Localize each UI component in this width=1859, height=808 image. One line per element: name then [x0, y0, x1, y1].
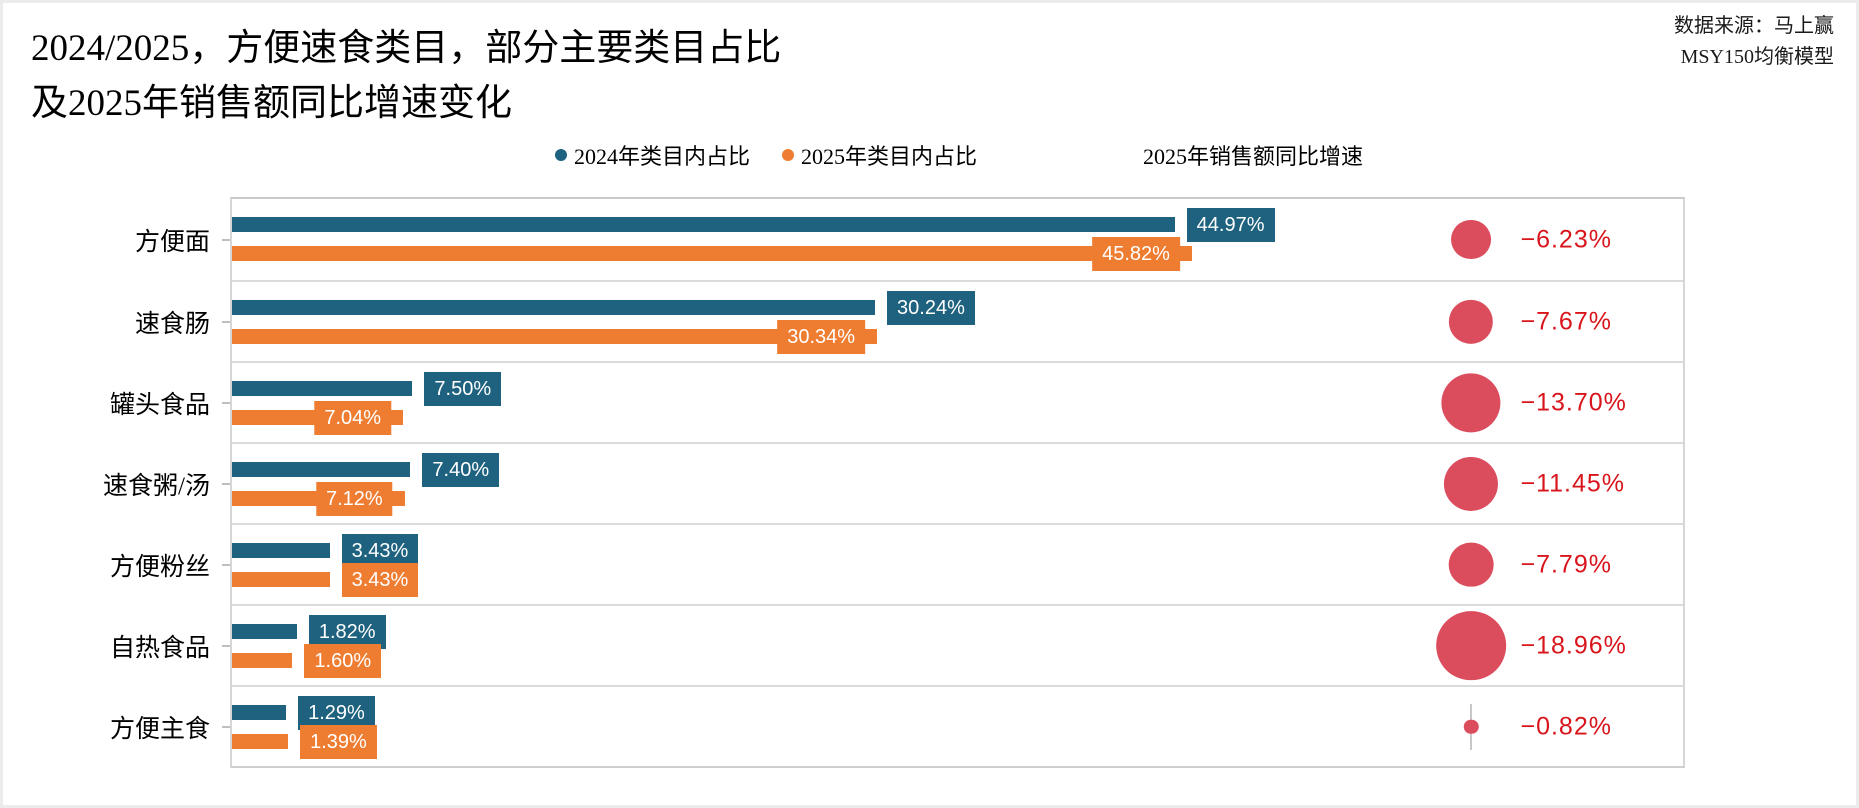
chart-title-line1: 2024/2025，方便速食类目，部分主要类目占比	[31, 28, 782, 69]
bar-value-label-2025: 7.12%	[315, 482, 393, 516]
bar-2025	[232, 246, 1192, 261]
chart-row: 速食肠 30.24% 30.34% −7.67%	[135, 280, 1683, 361]
chart-row: 方便粉丝 3.43% 3.43% −7.79%	[110, 523, 1683, 604]
bar-value-label-2025: 3.43%	[341, 563, 419, 597]
bar-value-label-2025: 1.39%	[300, 725, 377, 759]
chart-row: 速食粥/汤 7.40% 7.12% −11.45%	[103, 442, 1683, 523]
growth-value-label: −11.45%	[1520, 469, 1626, 497]
bar-2024	[232, 543, 330, 558]
bar-2024	[232, 462, 411, 477]
growth-value-label: −7.79%	[1520, 550, 1612, 578]
category-label: 方便面	[134, 228, 210, 256]
growth-bubble	[1436, 610, 1506, 681]
growth-value-label: −6.23%	[1520, 225, 1612, 253]
bar-2025	[232, 734, 289, 749]
bar-value-label-2024: 7.50%	[424, 372, 502, 406]
category-label: 方便粉丝	[109, 553, 210, 581]
chart-row: 方便面 44.97% 45.82% −6.23%	[135, 199, 1683, 280]
axis-tick	[222, 401, 230, 404]
bar-value-label-2024: 1.82%	[308, 615, 386, 649]
growth-bubble	[1448, 542, 1494, 587]
bar-2024	[232, 624, 297, 639]
data-source-line1: 数据来源：马上赢	[1674, 15, 1834, 37]
chart-row: 方便主食 1.29% 1.39% −0.82%	[110, 685, 1683, 766]
bar-value-label-2024: 7.40%	[422, 453, 500, 487]
growth-bubble	[1441, 372, 1501, 433]
bar-2025	[232, 653, 293, 668]
bubble-column-header: 2025年销售额同比增速	[1143, 144, 1364, 169]
legend-label-2025: 2025年类目内占比	[801, 144, 978, 169]
chart-row: 罐头食品 7.50% 7.04% −13.70%	[110, 361, 1683, 442]
bar-2025	[232, 329, 878, 344]
axis-tick	[222, 725, 230, 728]
legend-dot-2025-icon	[782, 149, 795, 161]
growth-value-label: −7.67%	[1520, 307, 1612, 335]
axis-tick	[222, 238, 230, 241]
bar-value-label-2025: 30.34%	[777, 320, 866, 354]
bar-2024	[232, 381, 413, 396]
bar-value-label-2025: 45.82%	[1092, 237, 1180, 271]
growth-value-label: −18.96%	[1520, 631, 1627, 659]
category-label: 速食肠	[134, 310, 210, 338]
axis-tick	[222, 644, 230, 647]
bar-2025	[232, 572, 330, 587]
legend-item-2025: 2025年类目内占比	[782, 139, 977, 171]
bar-value-label-2024: 44.97%	[1186, 208, 1275, 242]
bar-value-label-2025: 7.04%	[314, 401, 392, 435]
bar-value-label-2024: 1.29%	[298, 696, 375, 730]
bar-2024	[232, 300, 876, 315]
category-label: 罐头食品	[109, 391, 210, 419]
bar-2024	[232, 217, 1175, 232]
bar-value-label-2024: 3.43%	[341, 534, 419, 568]
legend: 2024年类目内占比 2025年类目内占比	[555, 139, 977, 171]
category-label: 自热食品	[109, 634, 210, 662]
axis-tick	[222, 482, 230, 485]
axis-tick	[222, 320, 230, 323]
bar-2024	[232, 705, 287, 720]
growth-bubble	[1451, 219, 1492, 260]
chart-title-line2: 及2025年销售额同比增速变化	[31, 83, 512, 124]
legend-dot-2024-icon	[555, 149, 567, 161]
chart-title: 2024/2025，方便速食类目，部分主要类目占比 及2025年销售额同比增速变…	[31, 21, 781, 131]
plot-area: 方便面 44.97% 45.82% −6.23% 速食肠 30.24% 30.34% −7.6…	[103, 197, 1685, 768]
bar-value-label-2024: 30.24%	[887, 291, 975, 325]
category-label: 速食粥/汤	[103, 472, 210, 500]
growth-value-label: −13.70%	[1520, 388, 1627, 416]
growth-bubble	[1463, 719, 1479, 734]
axis-tick	[222, 563, 230, 566]
data-source-line2: MSY150均衡模型	[1680, 46, 1834, 68]
bar-value-label-2025: 1.60%	[304, 644, 382, 678]
growth-bubble	[1448, 299, 1494, 344]
legend-item-2024: 2024年类目内占比	[555, 139, 750, 171]
legend-label-2024: 2024年类目内占比	[574, 144, 751, 169]
growth-bubble	[1444, 456, 1499, 511]
chart-row: 自热食品 1.82% 1.60% −18.96%	[110, 604, 1683, 685]
growth-value-label: −0.82%	[1520, 712, 1612, 740]
category-label: 方便主食	[109, 715, 210, 743]
data-source: 数据来源：马上赢 MSY150均衡模型	[1674, 11, 1834, 73]
